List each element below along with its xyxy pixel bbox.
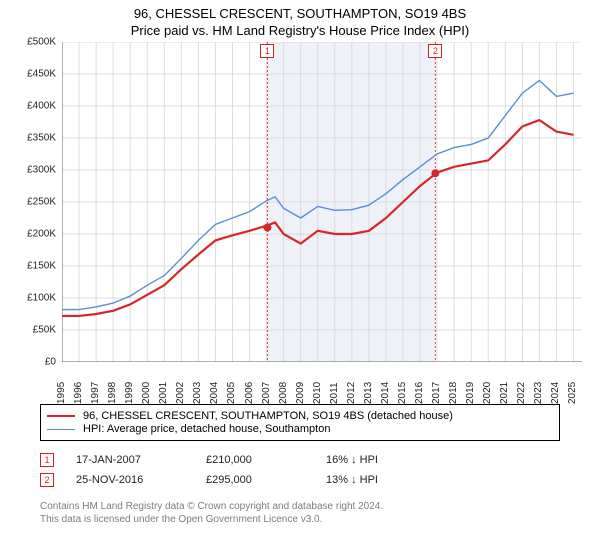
x-tick-label: 2011: [329, 382, 340, 404]
chart-area: £0 £50K £100K £150K £200K £250K £300K £350K £400…: [10, 42, 590, 392]
footnote-line: Contains HM Land Registry data © Crown c…: [40, 500, 560, 513]
x-tick-label: 2003: [192, 382, 203, 404]
y-tick-label: £150K: [27, 261, 56, 272]
x-tick-label: 2009: [295, 382, 306, 404]
x-tick-label: 1997: [90, 382, 101, 404]
x-tick-label: 2006: [244, 382, 255, 404]
x-tick-label: 2008: [278, 382, 289, 404]
y-tick-label: £400K: [27, 101, 56, 112]
transaction-date: 25-NOV-2016: [76, 474, 206, 486]
footnote: Contains HM Land Registry data © Crown c…: [40, 500, 560, 526]
x-tick-label: 1999: [124, 382, 135, 404]
footnote-line: This data is licensed under the Open Gov…: [40, 513, 560, 526]
transaction-price: £210,000: [206, 454, 326, 466]
y-tick-label: £0: [45, 357, 56, 368]
x-tick-label: 2023: [533, 382, 544, 404]
plot-svg: [62, 42, 582, 362]
transaction-diff: 13% ↓ HPI: [326, 474, 446, 486]
chart-container: 96, CHESSEL CRESCENT, SOUTHAMPTON, SO19 …: [0, 0, 600, 560]
x-tick-label: 2018: [448, 382, 459, 404]
x-tick-label: 2025: [567, 382, 578, 404]
legend-item-hpi: HPI: Average price, detached house, Sout…: [47, 423, 553, 435]
x-tick-label: 2007: [261, 382, 272, 404]
y-tick-label: £50K: [33, 325, 56, 336]
x-tick-label: 2016: [414, 382, 425, 404]
legend: 96, CHESSEL CRESCENT, SOUTHAMPTON, SO19 …: [40, 404, 560, 441]
marker-badge: 1: [260, 44, 274, 58]
legend-label: HPI: Average price, detached house, Sout…: [83, 423, 330, 435]
x-tick-label: 2005: [226, 382, 237, 404]
transaction-diff: 16% ↓ HPI: [326, 454, 446, 466]
x-tick-label: 2020: [482, 382, 493, 404]
x-tick-label: 1995: [56, 382, 67, 404]
title-block: 96, CHESSEL CRESCENT, SOUTHAMPTON, SO19 …: [0, 0, 600, 38]
x-tick-label: 2015: [397, 382, 408, 404]
marker-badge: 2: [428, 44, 442, 58]
x-tick-label: 2024: [550, 382, 561, 404]
transaction-row: 1 17-JAN-2007£210,00016% ↓ HPI: [40, 450, 560, 470]
x-tick-label: 2000: [141, 382, 152, 404]
x-tick-label: 2010: [312, 382, 323, 404]
y-tick-label: £100K: [27, 293, 56, 304]
x-tick-label: 2022: [516, 382, 527, 404]
x-tick-label: 2002: [175, 382, 186, 404]
y-tick-label: £350K: [27, 133, 56, 144]
transactions-table: 1 17-JAN-2007£210,00016% ↓ HPI 2 25-NOV-201…: [40, 450, 560, 490]
x-tick-label: 2004: [209, 382, 220, 404]
y-tick-label: £300K: [27, 165, 56, 176]
y-tick-label: £500K: [27, 37, 56, 48]
x-tick-label: 1998: [107, 382, 118, 404]
x-tick-label: 2013: [363, 382, 374, 404]
legend-swatch-red: [47, 415, 75, 417]
transaction-price: £295,000: [206, 474, 326, 486]
x-tick-label: 2001: [158, 382, 169, 404]
y-tick-label: £200K: [27, 229, 56, 240]
x-tick-label: 2017: [431, 382, 442, 404]
x-tick-label: 2014: [380, 382, 391, 404]
legend-label: 96, CHESSEL CRESCENT, SOUTHAMPTON, SO19 …: [83, 410, 453, 422]
y-axis: £0£50K£100K£150K£200K£250K£300K£350K£400…: [10, 42, 60, 362]
chart-title: 96, CHESSEL CRESCENT, SOUTHAMPTON, SO19 …: [0, 6, 600, 21]
y-tick-label: £450K: [27, 69, 56, 80]
plot-area: 12: [62, 42, 582, 362]
transaction-date: 17-JAN-2007: [76, 454, 206, 466]
x-tick-label: 2019: [465, 382, 476, 404]
x-tick-label: 1996: [73, 382, 84, 404]
transaction-badge: 1: [40, 453, 54, 467]
transaction-row: 2 25-NOV-2016£295,00013% ↓ HPI: [40, 470, 560, 490]
x-tick-label: 2012: [346, 382, 357, 404]
y-tick-label: £250K: [27, 197, 56, 208]
legend-swatch-blue: [47, 429, 75, 430]
marker-dot: [431, 169, 439, 177]
transaction-badge: 2: [40, 473, 54, 487]
x-axis: 1995199619971998199920002001200220032004…: [62, 364, 582, 394]
marker-dot: [263, 224, 271, 232]
x-tick-label: 2021: [499, 382, 510, 404]
chart-subtitle: Price paid vs. HM Land Registry's House …: [0, 23, 600, 38]
legend-item-property: 96, CHESSEL CRESCENT, SOUTHAMPTON, SO19 …: [47, 410, 553, 422]
